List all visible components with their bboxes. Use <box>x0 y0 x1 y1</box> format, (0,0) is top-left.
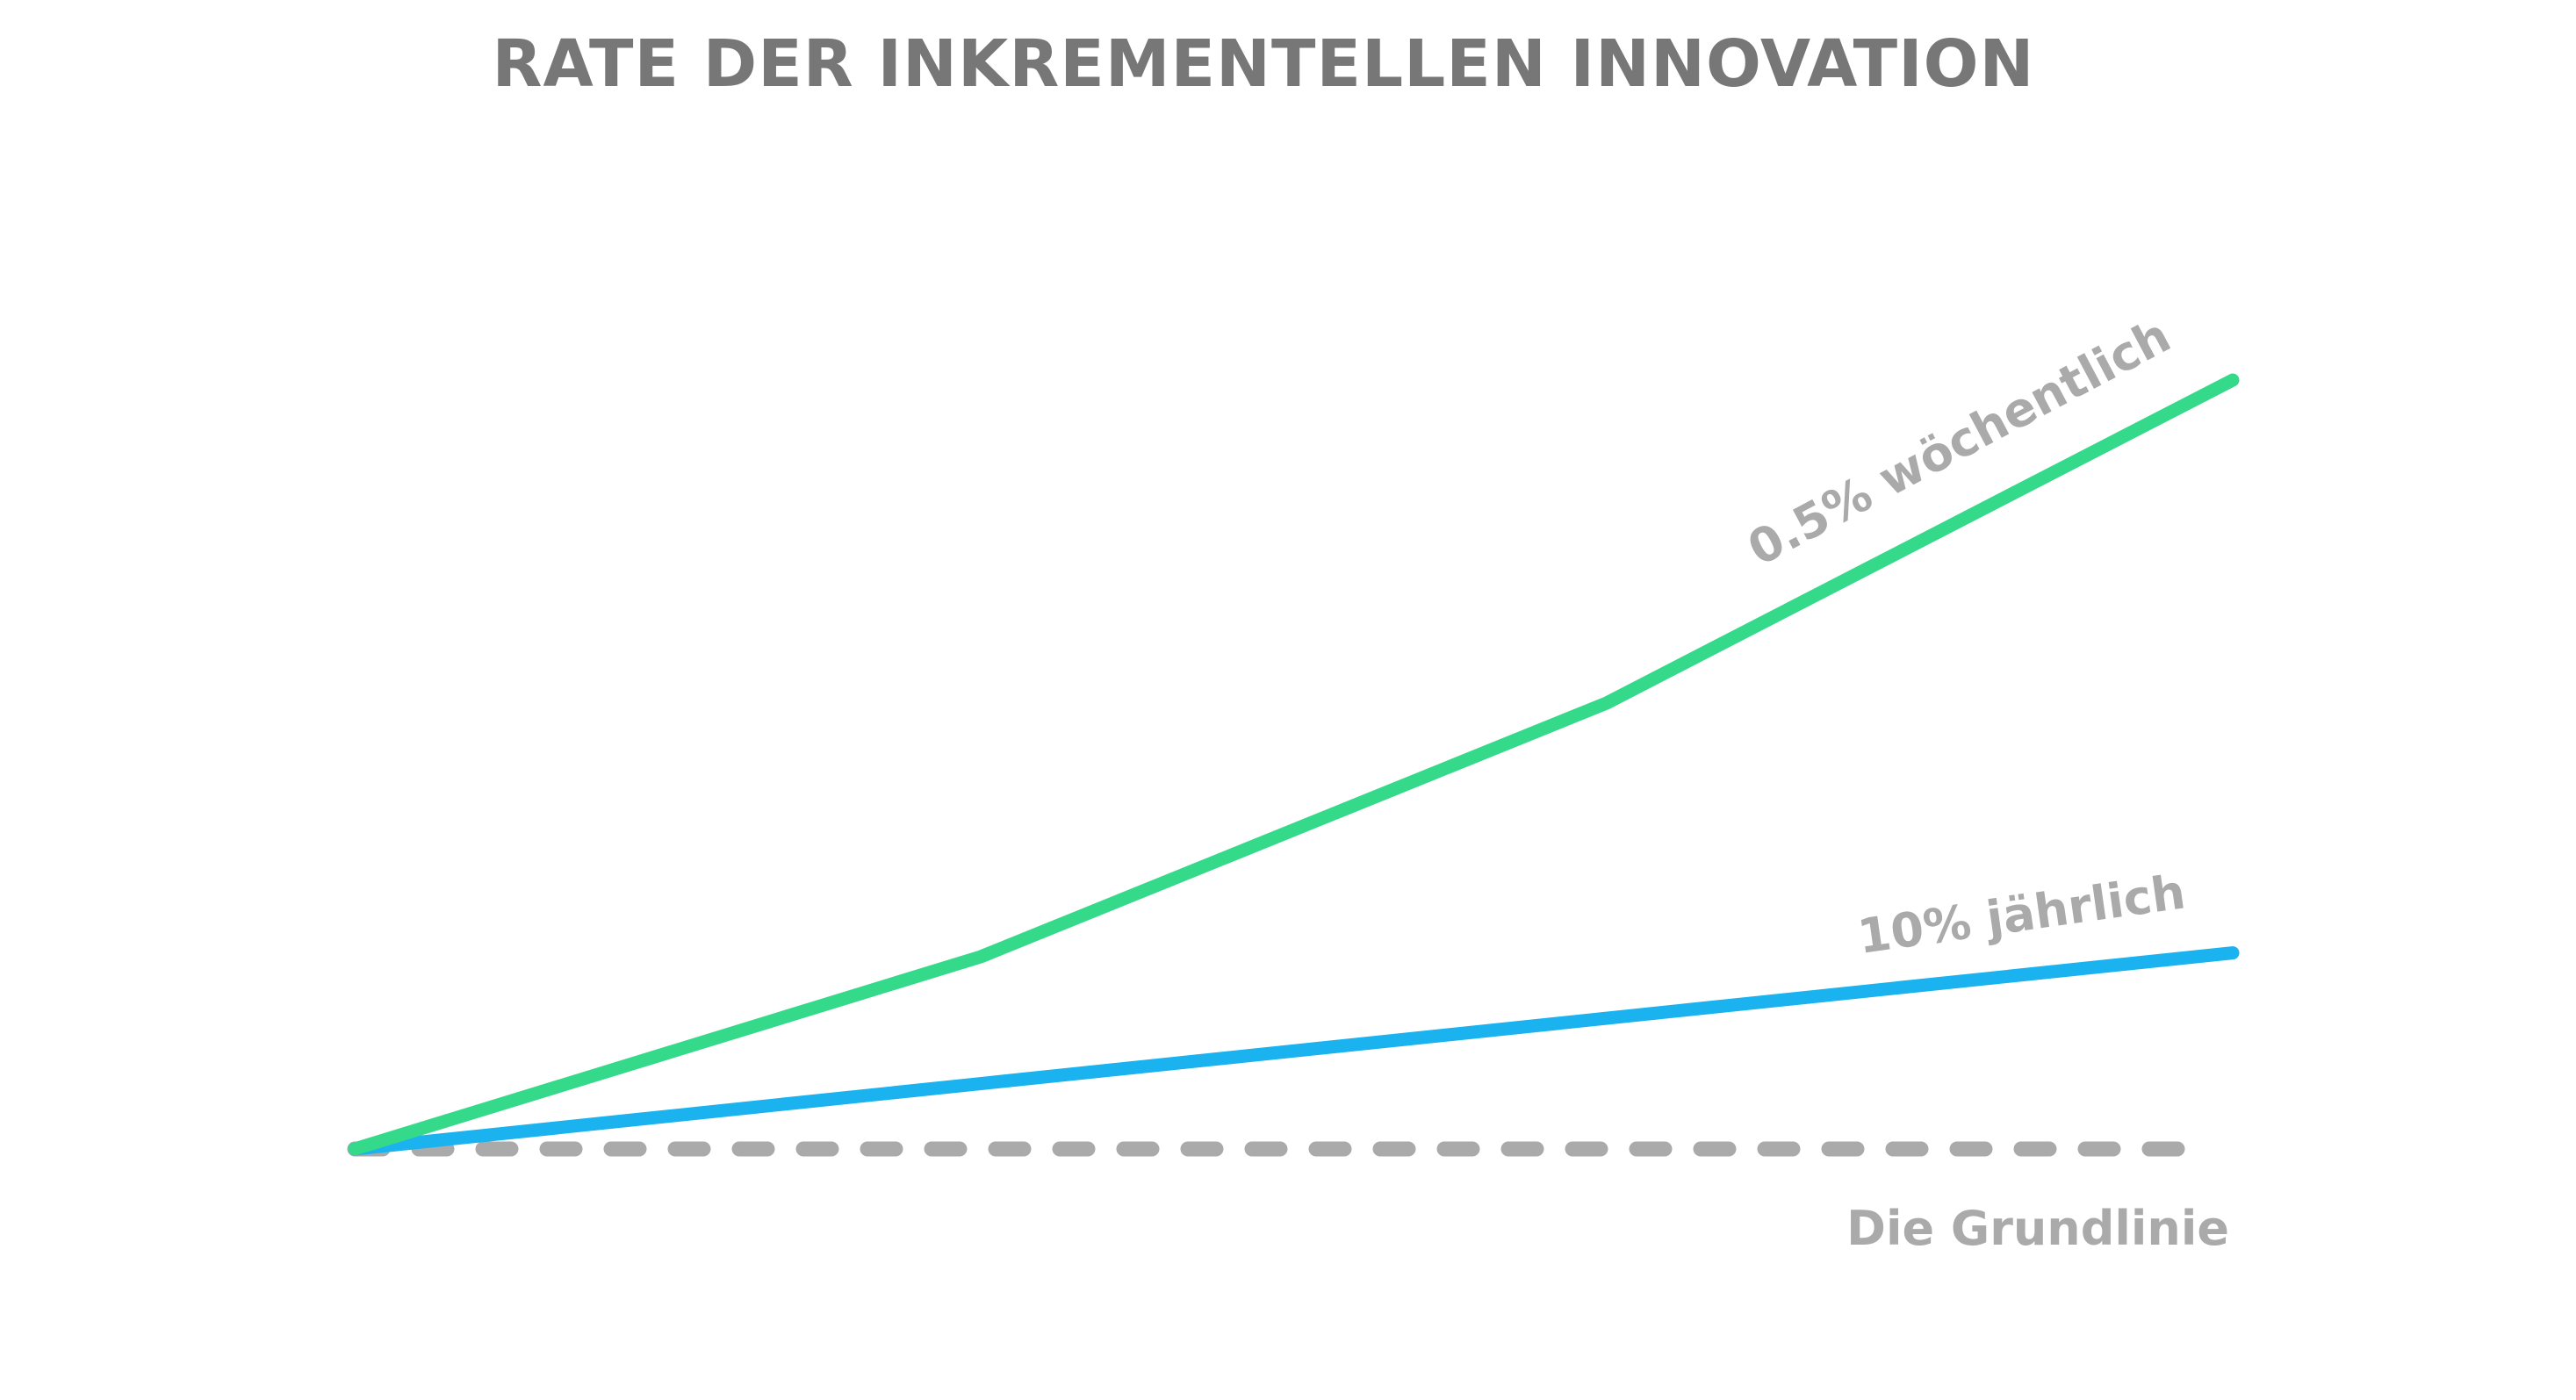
series-label-yearly: 10% jährlich <box>1854 864 2189 965</box>
chart-title: RATE DER INKREMENTELLEN INNOVATION <box>492 26 2035 102</box>
series-line-0 <box>348 373 2240 1156</box>
series-line-1 <box>348 946 2240 1156</box>
series-label-baseline: Die Grundlinie <box>1846 1201 2229 1256</box>
